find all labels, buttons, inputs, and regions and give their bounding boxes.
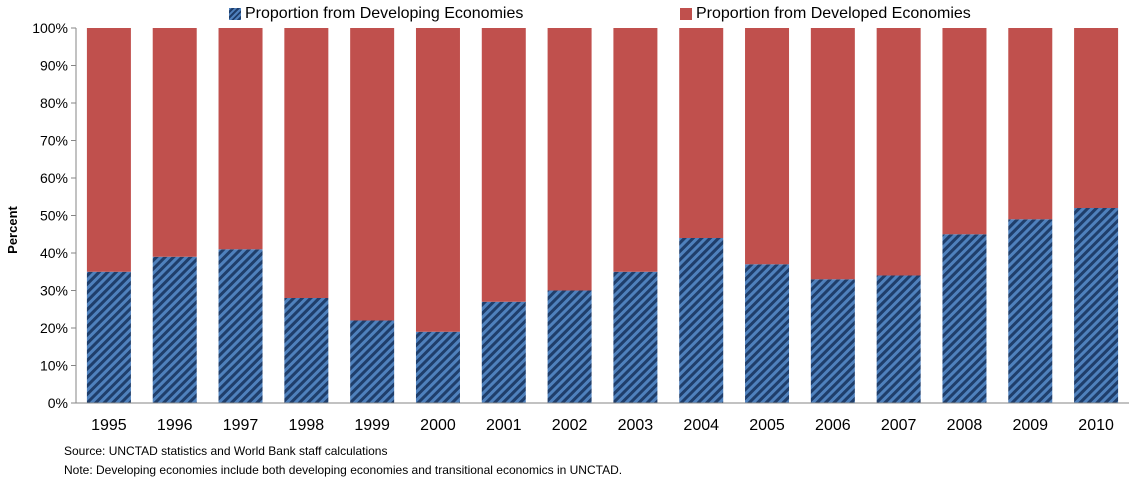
legend-swatch-developed [680, 8, 692, 20]
x-tick-label-2007: 2007 [881, 417, 917, 434]
bar-developed-1996 [152, 28, 197, 257]
bar-developing-2009 [1008, 219, 1053, 403]
bar-developed-2001 [481, 28, 526, 302]
bar-developing-2010 [1074, 208, 1119, 403]
x-tick-label-2008: 2008 [947, 417, 983, 434]
x-tick-label-1999: 1999 [354, 417, 390, 434]
bar-developing-1998 [284, 298, 329, 403]
bar-developed-2002 [547, 28, 592, 291]
x-tick-label-2010: 2010 [1078, 417, 1114, 434]
bar-developed-1999 [350, 28, 395, 321]
x-tick-label-1997: 1997 [223, 417, 259, 434]
y-tick-label: 40% [40, 245, 68, 261]
bar-developing-2005 [745, 264, 790, 403]
y-tick-label: 10% [40, 358, 68, 374]
axes-group: 1995 1996 1997 1998 1999 2000 2001 2002 2003 2004… [32, 20, 1129, 434]
footnote: Note: Developing economies include both … [64, 463, 623, 477]
bar-developing-2004 [679, 238, 724, 403]
bar-developing-2002 [547, 290, 592, 403]
bar-developing-1995 [86, 271, 131, 403]
bar-developed-2000 [415, 28, 460, 332]
legend-label-developed: Proportion from Developed Economies [696, 5, 971, 22]
bar-developed-1995 [86, 28, 131, 272]
bar-developed-2007 [876, 28, 921, 276]
bar-developing-2008 [942, 234, 987, 403]
bar-developed-1998 [284, 28, 329, 298]
x-tick-label-2005: 2005 [749, 417, 785, 434]
y-tick-label: 30% [40, 283, 68, 299]
legend-swatch-developing [229, 8, 241, 20]
bar-developing-2000 [415, 331, 460, 403]
bar-developed-2004 [679, 28, 724, 238]
y-tick-label: 80% [40, 95, 68, 111]
bar-developed-2010 [1074, 28, 1119, 208]
x-tick-label-1998: 1998 [289, 417, 325, 434]
bar-developed-2006 [810, 28, 855, 280]
bars-group [86, 28, 1119, 403]
bar-developing-2007 [876, 275, 921, 403]
bar-developed-2005 [745, 28, 790, 265]
x-tick-label-1996: 1996 [157, 417, 193, 434]
bar-developing-2003 [613, 271, 658, 403]
bar-developed-2008 [942, 28, 987, 235]
x-tick-label-2003: 2003 [618, 417, 654, 434]
x-tick-label-2004: 2004 [683, 417, 719, 434]
bar-developing-2001 [481, 301, 526, 403]
legend-label-developing: Proportion from Developing Economies [245, 5, 524, 22]
bar-developing-1996 [152, 256, 197, 403]
y-tick-label: 50% [40, 208, 68, 224]
bar-developing-1997 [218, 249, 263, 403]
x-tick-label-2001: 2001 [486, 417, 522, 434]
x-tick-label-2009: 2009 [1012, 417, 1048, 434]
x-tick-label-1995: 1995 [91, 417, 127, 434]
y-tick-label: 60% [40, 170, 68, 186]
y-tick-label: 90% [40, 58, 68, 74]
y-tick-label: 100% [32, 20, 68, 36]
x-tick-label-2000: 2000 [420, 417, 456, 434]
y-tick-label: 0% [48, 395, 68, 411]
legend: Proportion from Developing Economies Pro… [0, 5, 1135, 25]
bar-developing-2006 [810, 279, 855, 403]
bar-developed-2003 [613, 28, 658, 272]
x-tick-label-2002: 2002 [552, 417, 588, 434]
bar-developed-1997 [218, 28, 263, 250]
legend-item-developed: Proportion from Developed Economies [680, 5, 971, 23]
bar-developing-1999 [350, 320, 395, 403]
x-tick-label-2006: 2006 [815, 417, 851, 434]
source-note: Source: UNCTAD statistics and World Bank… [64, 444, 388, 458]
y-tick-label: 20% [40, 320, 68, 336]
y-tick-label: 70% [40, 133, 68, 149]
bar-developed-2009 [1008, 28, 1053, 220]
legend-item-developing: Proportion from Developing Economies [229, 5, 523, 23]
